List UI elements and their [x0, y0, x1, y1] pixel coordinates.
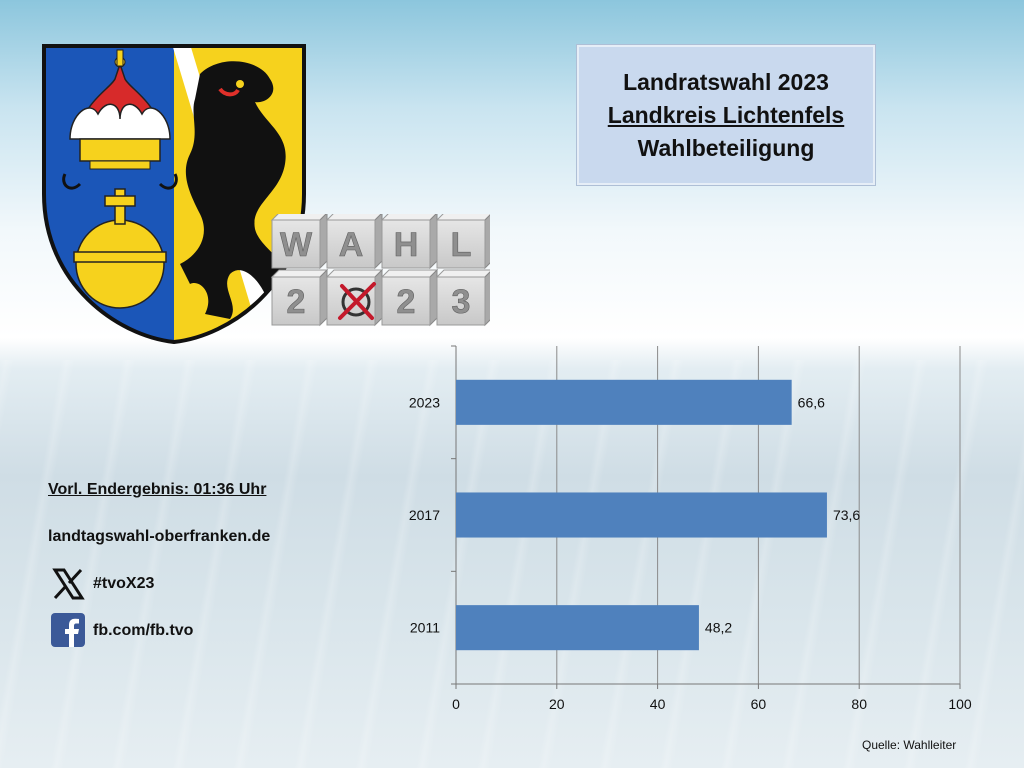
bar [456, 492, 827, 538]
x-tick-label: 40 [650, 696, 666, 712]
title-line-1: Landratswahl 2023 [623, 68, 829, 95]
cube-face [271, 219, 321, 269]
cube-letter: H [394, 226, 419, 264]
cube-face [381, 219, 431, 269]
x-handle[interactable]: #tvoX23 [93, 575, 155, 592]
result-status: Vorl. Endergebnis: 01:36 Uhr [48, 481, 267, 498]
cube-face [271, 276, 321, 326]
website-link[interactable]: landtagswahl-oberfranken.de [48, 528, 271, 545]
x-tick-label: 20 [549, 696, 565, 712]
bar-value-label: 66,6 [798, 394, 825, 410]
cube-face [436, 276, 486, 326]
cube-face [436, 219, 486, 269]
x-tick-label: 60 [751, 696, 767, 712]
bar-value-label: 48,2 [705, 620, 732, 636]
wahl-2023-cubes: W A H L2 2 3 [270, 214, 490, 327]
y-category-label: 2011 [410, 620, 440, 636]
title-box: Landratswahl 2023 Landkreis Lichtenfels … [576, 44, 876, 186]
y-category-label: 2023 [409, 394, 440, 410]
cube-face [381, 276, 431, 326]
ballot-cross-icon [338, 282, 376, 320]
bar-value-label: 73,6 [833, 507, 860, 523]
facebook-icon [51, 613, 85, 647]
x-tick-label: 80 [851, 696, 867, 712]
cube-letter: A [339, 226, 364, 264]
title-line-2: Landkreis Lichtenfels [607, 101, 845, 128]
x-tick-label: 100 [948, 696, 972, 712]
facebook-link[interactable]: fb.com/fb.tvo [93, 622, 194, 639]
cube-letter: 2 [287, 283, 306, 321]
x-logo-icon [52, 568, 85, 600]
cube-letter: 2 [397, 283, 416, 321]
coat-of-arms [42, 44, 306, 344]
cube-letter: W [280, 226, 313, 264]
bar [456, 379, 792, 425]
y-category-label: 2017 [409, 507, 440, 523]
cube-letter: L [451, 226, 472, 264]
background-floor [0, 360, 1024, 768]
x-tick-label: 0 [452, 696, 460, 712]
source-note: Quelle: Wahlleiter [862, 738, 957, 752]
cube-face [326, 219, 376, 269]
title-line-3: Wahlbeteiligung [637, 134, 815, 161]
cube-face [326, 276, 376, 326]
cube-letter: 3 [452, 283, 471, 321]
bar [456, 605, 699, 651]
